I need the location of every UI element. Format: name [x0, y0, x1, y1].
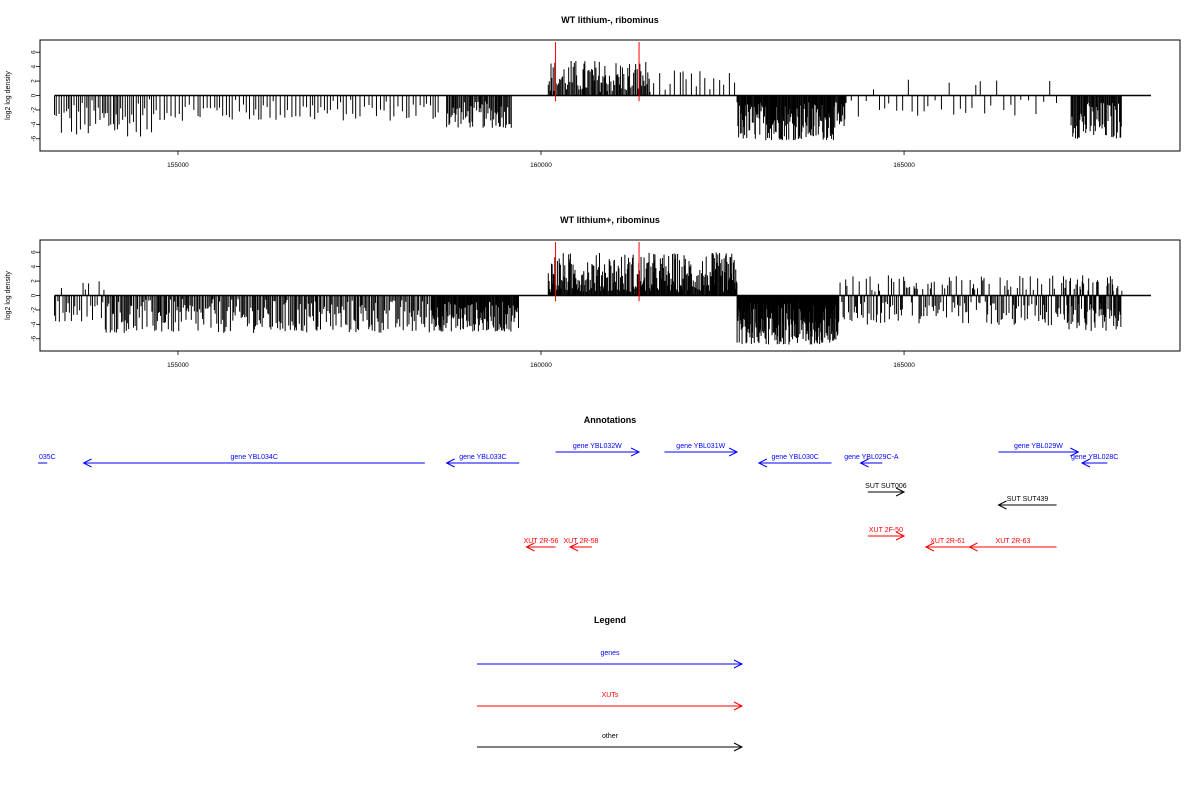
- y-tick-label: 0: [30, 293, 37, 297]
- annotation-feature: gene YBL028C: [1071, 454, 1118, 468]
- annotation-label: XUT 2R-58: [564, 538, 599, 545]
- annotations-panel: Annotations 035C gene YBL034C gene YBL033C g…: [38, 415, 1118, 552]
- coverage-panel: WT lithium-, ribominus log2 log density 6 4…: [5, 15, 1181, 169]
- annotation-arrowhead: [445, 458, 455, 468]
- annotation-label: SUT SUT006: [865, 483, 907, 490]
- annotation-label: gene YBL033C: [459, 454, 506, 461]
- annotation-feature: gene YBL029W: [998, 443, 1080, 457]
- legend-label: genes: [600, 650, 620, 657]
- annotation-feature: gene YBL034C: [82, 454, 425, 468]
- annotation-feature: XUT 2R-56: [524, 538, 559, 552]
- x-tick-label: 160000: [530, 162, 552, 169]
- annotation-feature: gene YBL029C-A: [844, 454, 899, 468]
- annotation-feature: XUT 2R-58: [564, 538, 599, 552]
- x-tick-label: 165000: [893, 162, 915, 169]
- coverage-bars: [54, 60, 1122, 141]
- x-tick-label: 155000: [167, 362, 189, 369]
- annotation-feature: 035C: [38, 454, 56, 464]
- y-tick-label: 0: [30, 93, 37, 97]
- annotation-label: gene YBL032W: [573, 443, 622, 450]
- y-tick-label: -2: [30, 307, 37, 313]
- y-tick-label: -6: [30, 136, 37, 142]
- annotation-arrowhead: [757, 458, 768, 468]
- annotation-feature: SUT SUT439: [997, 496, 1057, 510]
- y-tick-label: 2: [30, 79, 37, 83]
- y-tick-label: -4: [30, 121, 37, 127]
- annotation-feature: SUT SUT006: [865, 483, 907, 497]
- legend-arrowhead: [733, 701, 744, 711]
- annotation-arrowhead: [630, 447, 641, 457]
- annotation-arrowhead: [968, 542, 978, 552]
- annotation-arrowhead: [728, 447, 739, 457]
- annotation-arrowhead: [895, 487, 906, 497]
- x-tick-label: 160000: [530, 362, 552, 369]
- annotation-label: XUT 2R-63: [996, 538, 1031, 545]
- legend-item: other: [477, 733, 744, 752]
- annotation-arrowhead: [1080, 458, 1091, 468]
- legend-item: XUTs: [477, 692, 744, 711]
- annotation-label: XUT 2R-61: [930, 538, 965, 545]
- y-tick-label: -4: [30, 321, 37, 327]
- y-tick-label: -6: [30, 336, 37, 342]
- annotation-arrowhead: [924, 542, 935, 552]
- y-axis-label: log2 log density: [5, 71, 12, 120]
- annotation-label: SUT SUT439: [1007, 496, 1049, 503]
- y-tick-label: 6: [30, 250, 37, 254]
- y-tick-label: 6: [30, 50, 37, 54]
- annotation-label: gene YBL029C-A: [844, 454, 899, 461]
- annotation-label: 035C: [39, 454, 56, 461]
- annotation-feature: gene YBL032W: [555, 443, 641, 457]
- y-tick-label: 4: [30, 264, 37, 268]
- panel-title: WT lithium-, ribominus: [561, 15, 659, 25]
- annotation-arrowhead: [82, 458, 92, 468]
- annotation-arrowhead: [1070, 447, 1080, 457]
- annotation-arrowhead: [568, 542, 579, 552]
- legend: Legend genes XUTs other: [477, 615, 744, 752]
- legend-item: genes: [477, 650, 744, 669]
- annotation-arrowhead: [895, 531, 906, 541]
- annotation-arrowhead: [525, 542, 535, 552]
- annotation-label: gene YBL030C: [771, 454, 818, 461]
- annotations-title: Annotations: [584, 415, 637, 425]
- annotation-label: XUT 2F-50: [869, 527, 903, 534]
- coverage-panel: WT lithium+, ribominus log2 log density 6 4…: [5, 215, 1181, 369]
- annotation-feature: gene YBL033C: [445, 454, 520, 468]
- legend-arrowhead: [733, 659, 744, 669]
- legend-label: XUTs: [602, 692, 619, 699]
- legend-title: Legend: [594, 615, 626, 625]
- annotation-label: gene YBL031W: [676, 443, 725, 450]
- x-tick-label: 165000: [893, 362, 915, 369]
- y-tick-label: 2: [30, 279, 37, 283]
- annotation-feature: XUT 2F-50: [867, 527, 906, 541]
- annotation-arrowhead: [997, 500, 1007, 510]
- panel-title: WT lithium+, ribominus: [560, 215, 660, 225]
- annotation-label: XUT 2R-56: [524, 538, 559, 545]
- annotation-feature: XUT 2R-61: [924, 538, 970, 552]
- annotation-feature: XUT 2R-63: [968, 538, 1057, 552]
- annotation-feature: gene YBL030C: [757, 454, 832, 468]
- y-axis-label: log2 log density: [5, 271, 12, 320]
- legend-arrowhead: [733, 742, 744, 752]
- x-tick-label: 155000: [167, 162, 189, 169]
- y-tick-label: 4: [30, 64, 37, 68]
- coverage-bars: [54, 252, 1123, 345]
- annotation-feature: gene YBL031W: [664, 443, 739, 457]
- annotation-label: gene YBL029W: [1014, 443, 1063, 450]
- annotation-label: gene YBL034C: [231, 454, 278, 461]
- annotation-label: gene YBL028C: [1071, 454, 1118, 461]
- annotation-arrowhead: [859, 458, 869, 468]
- y-tick-label: -2: [30, 107, 37, 113]
- legend-label: other: [602, 733, 619, 740]
